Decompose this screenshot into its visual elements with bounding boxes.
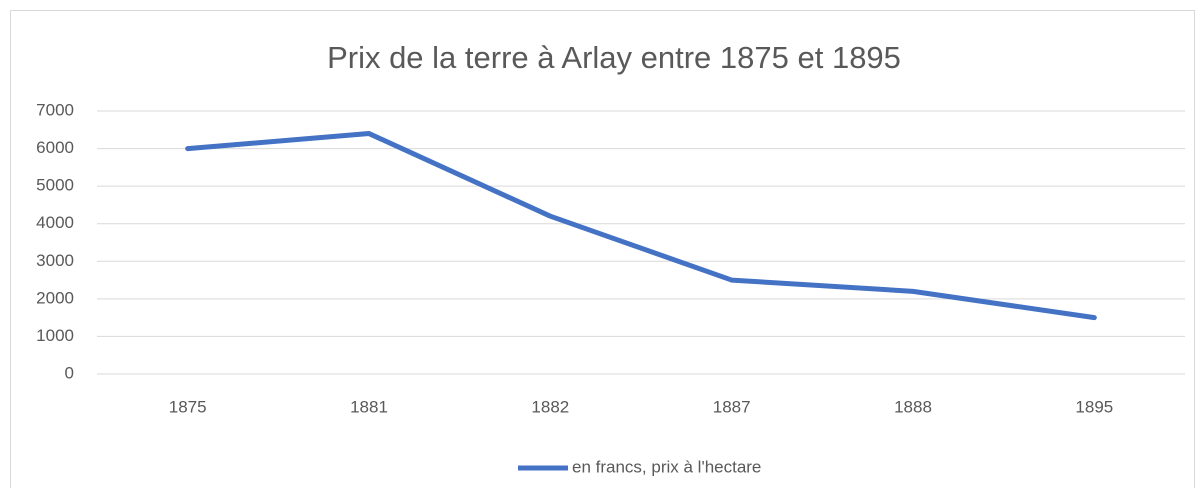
data-line bbox=[185, 131, 1097, 321]
x-tick-label: 1887 bbox=[713, 397, 751, 416]
y-tick-label: 3000 bbox=[36, 251, 74, 270]
x-tick-label: 1875 bbox=[169, 397, 207, 416]
legend-label: en francs, prix à l'hectare bbox=[572, 457, 761, 476]
y-tick-label: 5000 bbox=[36, 176, 74, 195]
x-tick-label: 1882 bbox=[531, 397, 569, 416]
x-tick-label: 1881 bbox=[350, 397, 388, 416]
chart-border bbox=[10, 10, 1195, 488]
y-tick-label: 4000 bbox=[36, 213, 74, 232]
y-tick-label: 7000 bbox=[36, 100, 74, 119]
chart-title: Prix de la terre à Arlay entre 1875 et 1… bbox=[327, 40, 901, 75]
x-tick-label: 1888 bbox=[894, 397, 932, 416]
y-tick-label: 2000 bbox=[36, 288, 74, 307]
y-tick-label: 1000 bbox=[36, 326, 74, 345]
x-tick-label: 1895 bbox=[1075, 397, 1113, 416]
y-tick-label: 6000 bbox=[36, 138, 74, 157]
y-tick-label: 0 bbox=[65, 363, 74, 382]
